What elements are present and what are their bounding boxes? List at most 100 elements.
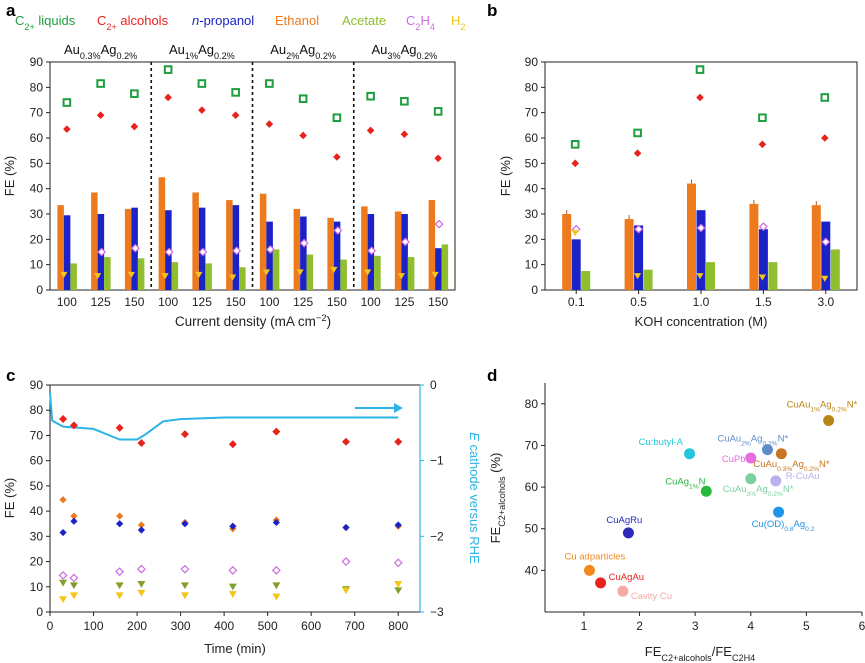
- bar-acetate: [768, 262, 778, 290]
- bar-ethanol: [811, 205, 821, 290]
- marker-c2-liquids: [163, 65, 173, 74]
- panel-label-b: b: [487, 1, 497, 20]
- bar-acetate: [171, 262, 179, 290]
- marker-c2-liquids: [820, 93, 830, 102]
- x-tick-label: 500: [258, 619, 278, 633]
- y-tick-label: 30: [30, 207, 44, 221]
- x-tick-label: 6: [859, 619, 865, 633]
- legend-entry: Ethanol: [275, 13, 319, 28]
- point-cuau3-ag0-2-n-: [745, 473, 757, 485]
- point-c2h4: [58, 570, 68, 580]
- point-cuau0-3-ag0-2-n-: [775, 448, 787, 460]
- point-c2-alcohols: [59, 415, 68, 424]
- x-tick-label: 800: [388, 619, 408, 633]
- bar-ethanol: [361, 206, 368, 290]
- x-tick-label: 150: [327, 295, 347, 309]
- point-h2: [115, 592, 124, 600]
- point-cuau2-ag0-2-n-: [761, 444, 773, 456]
- point-ethanol: [70, 512, 78, 520]
- point-acetate: [272, 582, 281, 590]
- bar-n-propanol: [634, 225, 644, 290]
- marker-h2: [431, 271, 439, 279]
- y-tick-label: 50: [30, 156, 44, 170]
- bar-n-propanol: [333, 221, 341, 290]
- point-n-propanol: [229, 522, 237, 530]
- y-tick-label: 70: [30, 428, 44, 442]
- y-tick-label: 20: [30, 555, 44, 569]
- point-acetate: [228, 583, 237, 591]
- marker-c2-alcohols: [130, 122, 139, 131]
- marker-c2h4: [696, 223, 706, 233]
- point-label: Cavity Cu: [631, 591, 672, 602]
- bar-n-propanol: [821, 221, 831, 290]
- bar-acetate: [137, 258, 145, 290]
- panel-label-d: d: [487, 366, 497, 385]
- marker-c2-alcohols: [434, 154, 442, 163]
- bar-ethanol: [562, 214, 572, 290]
- x-tick-label: 1.0: [693, 295, 710, 309]
- marker-c2h4: [232, 246, 242, 256]
- x-tick-label: 400: [214, 619, 234, 633]
- y-tick-label: 70: [30, 106, 44, 120]
- y-tick-label: 20: [525, 232, 539, 246]
- legend-entry: C2H4: [406, 13, 435, 32]
- y-tick-label: 50: [525, 522, 539, 536]
- panel-c: 0 10 20 30 40 50 60 70 80 90 0 100 200 300 400 500 600 70…: [2, 378, 482, 656]
- legend-entry: Acetate: [342, 13, 386, 28]
- y-tick-label: 10: [525, 258, 539, 272]
- bar-acetate: [706, 262, 715, 290]
- point-c2h4: [393, 558, 403, 568]
- y-tick-label: 90: [525, 55, 539, 69]
- marker-h2: [60, 271, 68, 279]
- marker-c2h4: [164, 247, 174, 257]
- bar-n-propanol: [63, 215, 71, 290]
- point-r-cuau: [770, 475, 782, 487]
- marker-h2: [229, 274, 237, 281]
- point-cu-adparticles: [583, 564, 595, 576]
- point-cuagru: [622, 527, 634, 539]
- marker-c2h4: [130, 243, 140, 253]
- marker-c2-alcohols: [633, 149, 642, 157]
- bar-n-propanol: [758, 229, 768, 290]
- marker-c2h4: [634, 224, 644, 234]
- point-label: CuAu1%Ag0.2%N*: [787, 399, 858, 413]
- point-c2-alcohols: [272, 427, 281, 436]
- marker-c2h4: [434, 219, 444, 229]
- bar-ethanol: [91, 192, 98, 290]
- marker-c2-alcohols: [696, 93, 704, 102]
- point-acetate: [180, 582, 189, 590]
- bar-acetate: [441, 244, 449, 290]
- y-tick-label: 70: [525, 438, 539, 452]
- point-c2h4: [341, 557, 351, 567]
- potential-line: [49, 392, 399, 441]
- x-axis-label: FEC2+alcohols/FEC2H4: [645, 644, 755, 663]
- marker-h2: [161, 273, 169, 280]
- marker-c2-liquids: [433, 107, 443, 116]
- legend-entry: C2+ alcohols: [97, 13, 169, 32]
- point-label: Cu adparticles: [564, 551, 625, 562]
- marker-h2: [364, 269, 372, 276]
- x-tick-label: 0.1: [568, 295, 585, 309]
- point-h2: [137, 589, 146, 597]
- marker-c2-liquids: [695, 65, 705, 74]
- point-label: CuAu3%Ag0.2%N*: [723, 484, 794, 498]
- point-n-propanol: [272, 518, 280, 527]
- y-tick-label: 50: [30, 479, 44, 493]
- marker-c2-alcohols: [231, 111, 240, 119]
- marker-c2-alcohols: [96, 111, 105, 119]
- marker-c2-alcohols: [821, 134, 829, 142]
- y-tick-label: 40: [30, 504, 44, 518]
- marker-c2-liquids: [366, 91, 375, 101]
- point-acetate: [59, 579, 68, 587]
- point-n-propanol: [394, 521, 402, 529]
- x-tick-label: 4: [747, 619, 754, 633]
- point-cavity-cu: [617, 585, 629, 597]
- point-label: CuAu2%Ag0.2%N*: [717, 434, 788, 448]
- y-tick-label: 10: [30, 580, 44, 594]
- legend-entry: H2: [451, 13, 465, 32]
- bar-acetate: [830, 249, 840, 290]
- y-tick-label: 10: [30, 258, 44, 272]
- marker-c2-liquids: [130, 89, 139, 98]
- y-tick-label: 70: [525, 106, 539, 120]
- marker-c2h4: [758, 222, 768, 232]
